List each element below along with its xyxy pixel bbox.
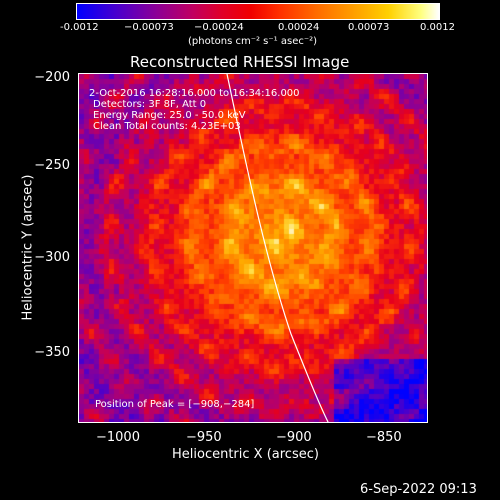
colorbar-tick: −0.00073 [124,22,174,33]
detectors-label: Detectors: 3F 8F, Att 0 [93,99,207,110]
y-axis-label: Heliocentric Y (arcsec) [20,174,36,321]
solar-image-plot: 2-Oct-2016 16:28:16.000 to 16:34:16.000 … [78,73,428,423]
y-tick-label: −250 [34,158,70,173]
colorbar-tick: 0.0012 [420,22,455,33]
peak-position-label: Position of Peak = [−908,−284] [95,399,255,410]
rhessi-image [79,74,427,422]
x-tick-label: −850 [366,430,402,445]
colorbar [76,3,440,20]
x-tick-label: −900 [276,430,312,445]
limb-line [226,74,329,422]
x-tick-label: −1000 [96,430,140,445]
time-range-label: 2-Oct-2016 16:28:16.000 to 16:34:16.000 [89,88,300,99]
plot-title: Reconstructed RHESSI Image [130,53,350,71]
colorbar-tick: -0.0012 [60,22,99,33]
method-counts-label: Clean Total counts: 4.23E+03 [93,121,241,132]
colorbar-tick: 0.00024 [278,22,320,33]
timestamp-footer: 6-Sep-2022 09:13 [360,482,477,497]
x-tick-label: −950 [186,430,222,445]
x-axis-label: Heliocentric X (arcsec) [172,447,319,462]
y-tick-label: −300 [34,250,70,265]
energy-range-label: Energy Range: 25.0 - 50.0 keV [93,110,246,121]
y-tick-label: −350 [34,345,70,360]
colorbar-tick: 0.00073 [348,22,390,33]
colorbar-tick: −0.00024 [194,22,244,33]
y-tick-label: −200 [34,70,70,85]
colorbar-units: (photons cm⁻² s⁻¹ asec⁻²) [188,36,318,47]
